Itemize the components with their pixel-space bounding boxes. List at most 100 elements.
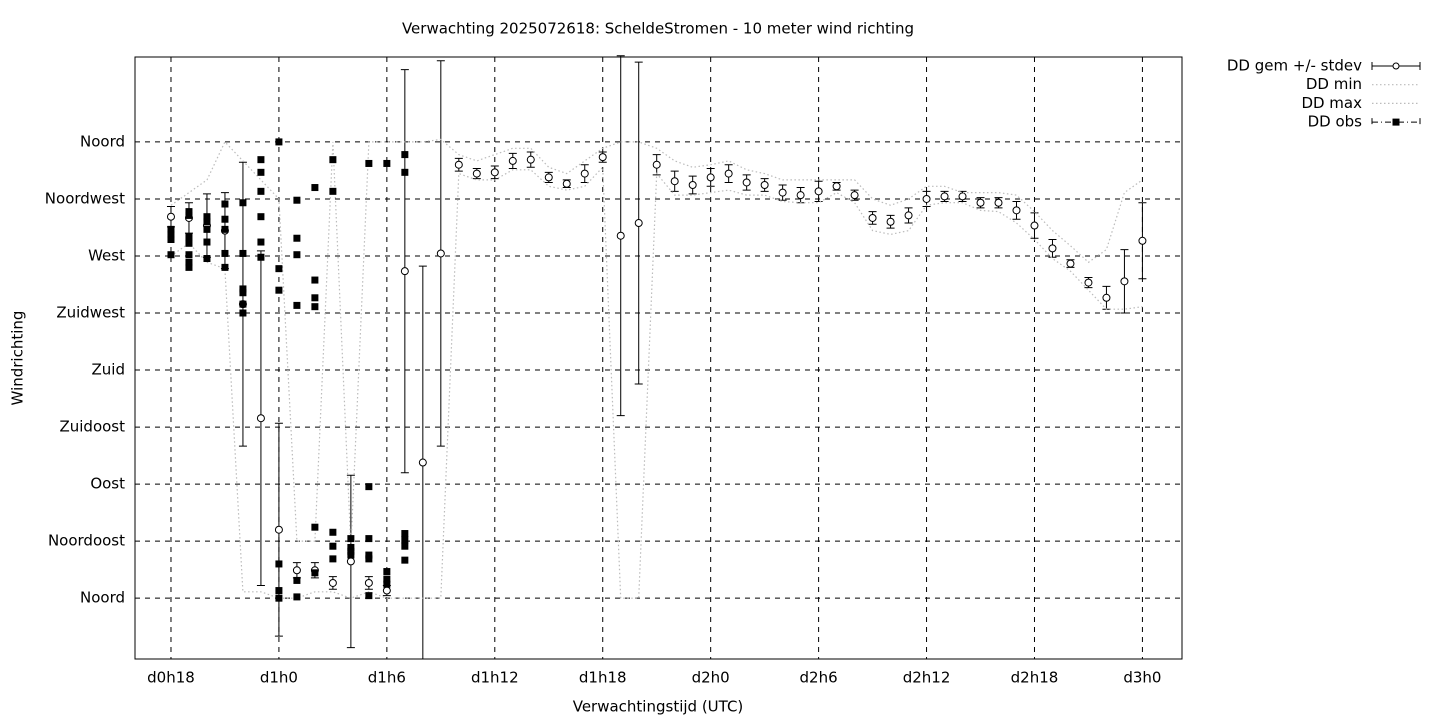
y-axis-label: Windrichting — [9, 311, 27, 406]
mean-point — [940, 192, 949, 201]
x-tick-label: d2h6 — [800, 669, 838, 687]
obs-point — [275, 587, 283, 595]
mean-point — [670, 177, 679, 186]
mean-point — [760, 181, 769, 190]
obs-point — [257, 168, 265, 176]
obs-point — [275, 594, 283, 602]
obs-point — [293, 234, 301, 242]
mean-point — [796, 191, 805, 200]
obs-point — [185, 251, 193, 259]
obs-point — [275, 560, 283, 568]
obs-point — [167, 251, 175, 259]
mean-point — [472, 169, 481, 178]
obs-point — [311, 523, 319, 531]
obs-point — [347, 535, 355, 543]
mean-point — [418, 458, 427, 467]
mean-point — [256, 414, 265, 423]
obs-point — [383, 575, 391, 583]
obs-point — [329, 187, 337, 195]
obs-point — [347, 543, 355, 551]
range-line — [170, 138, 1143, 548]
obs-point — [401, 168, 409, 176]
mean-point — [1120, 277, 1129, 286]
mean-point — [580, 169, 589, 178]
obs-point — [401, 556, 409, 564]
mean-point — [922, 194, 931, 203]
obs-point — [293, 251, 301, 259]
obs-point — [347, 551, 355, 559]
obs-point — [221, 200, 229, 208]
obs-point — [365, 159, 373, 167]
y-tick-label: Noord — [80, 589, 125, 607]
obs-point — [203, 255, 211, 263]
mean-point — [1138, 236, 1147, 245]
obs-point — [257, 238, 265, 246]
x-tick-label: d1h12 — [471, 669, 519, 687]
legend-label: DD gem +/- stdev — [1227, 57, 1362, 75]
x-tick-label: d3h0 — [1123, 669, 1161, 687]
mean-point — [850, 191, 859, 200]
obs-point — [221, 225, 229, 233]
legend-label: DD obs — [1308, 113, 1363, 131]
legend-swatch — [1392, 118, 1400, 126]
obs-point — [311, 276, 319, 284]
obs-point — [257, 253, 265, 261]
mean-point — [742, 178, 751, 187]
obs-point — [239, 300, 247, 308]
mean-point — [832, 182, 841, 191]
obs-point — [257, 156, 265, 164]
mean-point — [724, 169, 733, 178]
obs-point — [365, 483, 373, 491]
x-tick-label: d2h12 — [903, 669, 951, 687]
x-axis-label: Verwachtingstijd (UTC) — [573, 698, 744, 716]
obs-point — [365, 535, 373, 543]
mean-point — [328, 578, 337, 587]
obs-point — [329, 156, 337, 164]
mean-point — [400, 267, 409, 276]
obs-point — [329, 528, 337, 536]
obs-point — [221, 263, 229, 271]
obs-point — [293, 576, 301, 584]
x-tick-label: d1h18 — [579, 669, 627, 687]
y-tick-label: Oost — [90, 475, 125, 493]
x-tick-label: d2h0 — [692, 669, 730, 687]
mean-point — [454, 160, 463, 169]
obs-point — [311, 184, 319, 192]
y-tick-label: Noordwest — [45, 189, 125, 207]
plot-frame — [134, 56, 1183, 660]
y-tick-label: West — [88, 246, 125, 264]
obs-point — [167, 225, 175, 233]
mean-point — [436, 249, 445, 258]
obs-point — [185, 263, 193, 271]
legend-swatch — [1371, 118, 1421, 127]
obs-point — [167, 230, 175, 238]
obs-point — [311, 569, 319, 577]
mean-point — [382, 586, 391, 595]
legend-swatch — [1392, 62, 1400, 70]
mean-point — [634, 219, 643, 228]
mean-point — [1102, 293, 1111, 302]
mean-point — [1030, 221, 1039, 230]
obs-point — [401, 542, 409, 550]
obs-point — [185, 239, 193, 247]
mean-point — [274, 525, 283, 534]
obs-point — [275, 265, 283, 273]
mean-point — [166, 212, 175, 221]
chart-title: Verwachting 2025072618: ScheldeStromen -… — [402, 20, 914, 38]
mean-point — [778, 188, 787, 197]
x-tick-label: d1h0 — [260, 669, 298, 687]
x-tick-label: d1h6 — [368, 669, 406, 687]
obs-point — [239, 309, 247, 317]
obs-point — [311, 303, 319, 311]
y-tick-label: Zuidoost — [59, 418, 125, 436]
obs-point — [365, 592, 373, 600]
mean-point — [868, 213, 877, 222]
mean-point — [526, 155, 535, 164]
obs-point — [329, 555, 337, 563]
obs-point — [293, 301, 301, 309]
obs-point — [239, 199, 247, 207]
obs-point — [221, 249, 229, 257]
mean-point — [706, 173, 715, 182]
y-tick-label: Noordoost — [48, 532, 125, 550]
obs-point — [383, 568, 391, 576]
